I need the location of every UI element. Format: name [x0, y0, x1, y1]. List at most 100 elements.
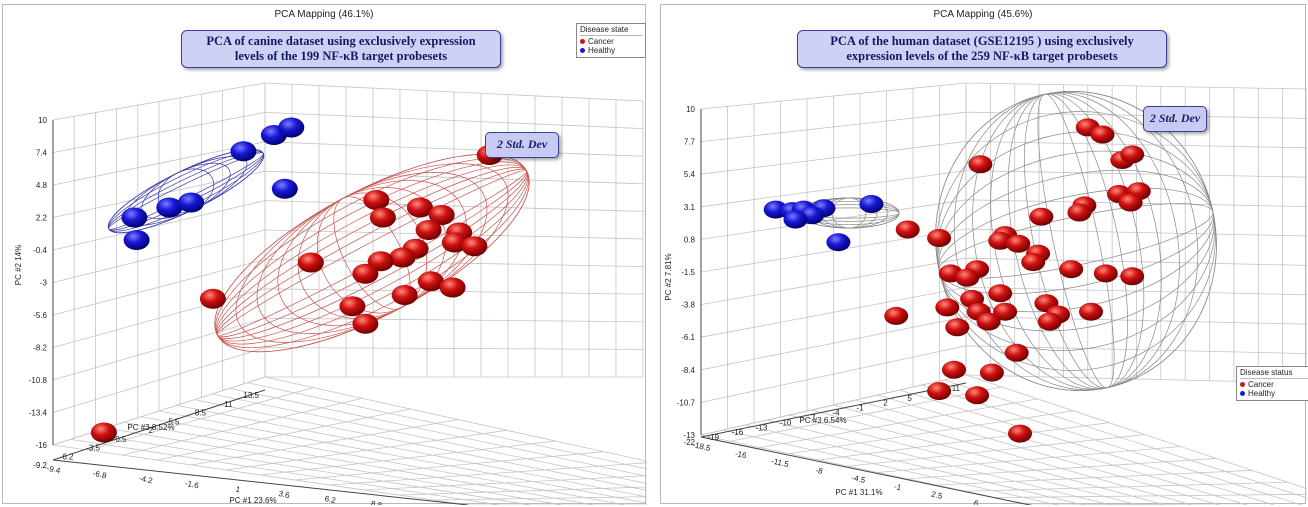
x-tick-label: 2.5: [930, 490, 943, 501]
cancer-point: [352, 263, 379, 284]
gridline: [995, 493, 1307, 498]
legend-item-healthy: Healthy: [1240, 389, 1308, 398]
gridline: [833, 404, 1194, 505]
cancer-point: [945, 318, 970, 337]
z-tick-label: -6.2: [60, 452, 74, 461]
gridline: [122, 397, 362, 456]
cancer-point: [988, 284, 1013, 303]
envelope-mesh: [1037, 93, 1115, 389]
legend-item-healthy: Healthy: [580, 46, 642, 55]
cancer-point: [1021, 253, 1046, 272]
healthy-point: [123, 230, 150, 250]
legend-swatch-cancer: [1240, 382, 1245, 387]
chart-title: PCA Mapping (46.1%): [274, 9, 374, 20]
legend-title: Disease state: [580, 25, 642, 36]
x-tick-label: 3.6: [278, 489, 291, 500]
z-axis-title: PC #3 8.52%: [127, 423, 174, 432]
cancer-point: [369, 207, 396, 228]
cancer-point: [1079, 302, 1103, 321]
z-tick-label: 11: [224, 400, 233, 409]
cancer-point: [979, 363, 1004, 382]
legend-swatch-healthy: [580, 48, 585, 53]
cancer-point: [1029, 207, 1054, 226]
z-tick-label: 11: [952, 384, 961, 393]
healthy-point: [230, 141, 257, 162]
gridline: [247, 382, 647, 470]
gridline: [156, 408, 411, 461]
gridline: [229, 387, 647, 477]
cancer-point: [988, 231, 1013, 250]
z-tick-label: 5.5: [168, 417, 180, 426]
envelope-mesh: [216, 164, 528, 342]
gridline: [1024, 503, 1262, 505]
y-axis-title: PC #2 14%: [14, 245, 23, 285]
y-tick-label: -8.2: [33, 344, 47, 353]
y-tick-label: 3.1: [684, 203, 696, 212]
annotation-line-1: PCA of canine dataset using exclusively …: [206, 34, 476, 48]
z-tick-label: 5: [907, 394, 912, 403]
cancer-point: [1004, 343, 1029, 362]
healthy-point: [271, 178, 298, 199]
x-tick-label: 8.8: [370, 499, 383, 505]
x-tick-label: -18.5: [692, 440, 712, 453]
y-tick-label: 10: [686, 105, 695, 114]
pca-chart-human: 10 7.7 5.4 3.1 0.8 -1.5 -3.8 -6.1 -8.4 -10.7 -13 -1…: [660, 4, 1308, 505]
legend-label: Healthy: [1248, 389, 1276, 398]
cancer-point: [1118, 193, 1143, 212]
annotation-banner: PCA of canine dataset using exclusively …: [181, 30, 501, 68]
chart-title: PCA Mapping (45.6%): [933, 9, 1033, 20]
gridline: [295, 451, 604, 481]
z-tick-label: -1: [857, 404, 865, 413]
z-tick-label: -10: [780, 418, 792, 427]
annotation-line-2: expression levels of the 259 NF-κB targe…: [846, 49, 1118, 63]
cancer-point: [439, 277, 466, 298]
healthy-point: [859, 195, 884, 213]
cancer-point: [297, 252, 324, 273]
cancer-point: [1120, 267, 1145, 286]
y-tick-label: -1.5: [681, 268, 695, 277]
legend: Disease status Cancer Healthy: [1236, 366, 1308, 401]
z-tick-label: 2: [883, 399, 888, 408]
cancer-point: [965, 386, 990, 405]
y-tick-label: 0.8: [684, 235, 696, 244]
gridline: [364, 475, 647, 491]
std-dev-label: 2 Std. Dev: [1143, 106, 1207, 132]
gridline: [965, 481, 1288, 492]
healthy-point: [178, 192, 205, 213]
gridline: [877, 446, 1181, 473]
x-tick-label: -6.8: [92, 469, 108, 481]
gridline: [936, 469, 1253, 486]
x-tick-label: -9.4: [46, 464, 62, 476]
cancer-point: [90, 422, 117, 443]
healthy-point: [826, 233, 851, 252]
x-axis-title: PC #1 31.1%: [835, 488, 882, 497]
x-tick-label: -16: [734, 449, 748, 460]
y-tick-label: 10: [38, 116, 47, 125]
x-tick-label: 1: [235, 485, 242, 495]
y-tick-label: -6.1: [681, 333, 695, 342]
z-tick-label: -22: [683, 438, 695, 447]
legend-swatch-healthy: [1240, 391, 1245, 396]
z-tick-label: -19: [708, 433, 720, 442]
x-tick-label: 11.4: [414, 504, 431, 505]
healthy-point: [783, 210, 808, 229]
gridline: [260, 440, 556, 476]
y-axis-title: PC #2 7.81%: [664, 253, 673, 300]
cancer-point: [976, 312, 1001, 331]
gridline: [818, 422, 1110, 461]
cancer-point: [955, 268, 980, 287]
z-tick-label: -16: [732, 428, 744, 437]
y-tick-label: 4.8: [36, 181, 48, 190]
cancer-point: [1008, 424, 1032, 443]
x-tick-label: -4.2: [138, 474, 154, 486]
cancer-point: [1067, 203, 1092, 222]
y-tick-label: 7.4: [36, 149, 48, 158]
gridline: [433, 496, 647, 501]
y-tick-label: -3.8: [681, 301, 695, 310]
cancer-point: [352, 313, 379, 334]
cancer-point: [1090, 125, 1115, 144]
pca-plot-human: 107.75.43.10.8-1.5-3.8-6.1-8.4-10.7-13-1…: [664, 82, 1307, 505]
z-tick-label: 8.5: [195, 409, 207, 418]
x-tick-label: -4.5: [851, 473, 867, 485]
cancer-point: [339, 296, 366, 317]
